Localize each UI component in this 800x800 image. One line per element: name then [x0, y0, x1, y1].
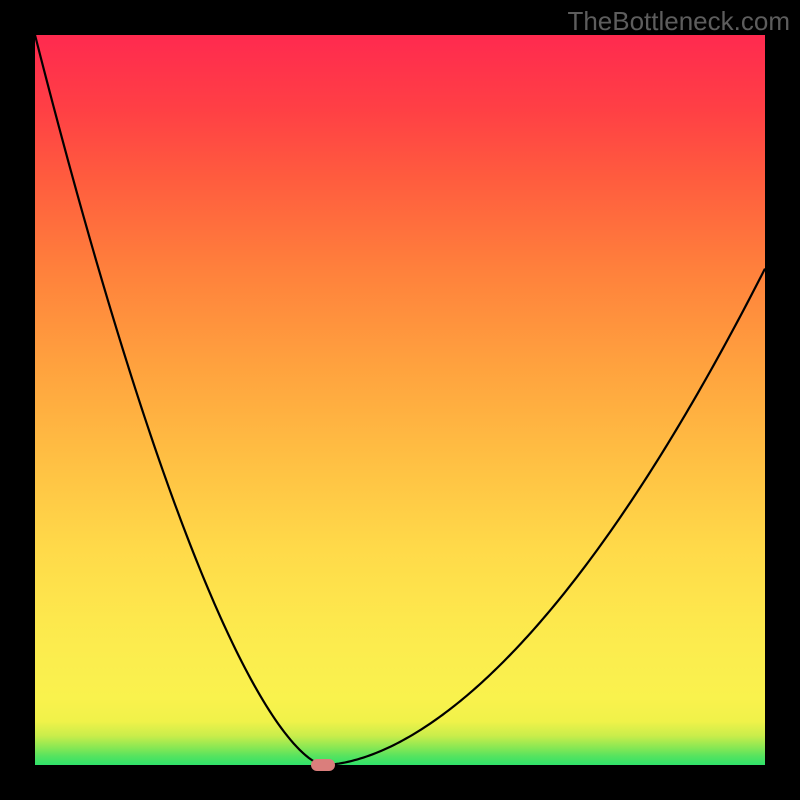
plot-area: [35, 35, 765, 765]
watermark-text: TheBottleneck.com: [567, 6, 790, 37]
valley-marker: [311, 759, 335, 771]
curve-svg: [35, 35, 765, 765]
bottleneck-curve: [35, 35, 765, 765]
stage: TheBottleneck.com: [0, 0, 800, 800]
